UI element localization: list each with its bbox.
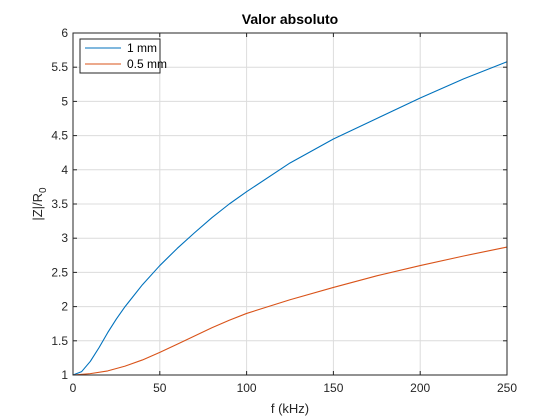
x-axis-title: f (kHz)	[271, 401, 309, 416]
y-tick-label-8: 5	[61, 94, 68, 108]
x-tick-label-0: 0	[70, 381, 77, 395]
y-tick-label-2: 2	[61, 300, 68, 314]
y-tick-label-4: 3	[61, 231, 68, 245]
tick-labels: 0 50 100 150 200 250 1 1.5 2 2.5 3 3.5 4 4.5 5 5.5 6	[51, 26, 517, 395]
x-tick-label-5: 250	[497, 381, 517, 395]
y-tick-label-0: 1	[61, 368, 68, 382]
legend[interactable]: 1 mm 0.5 mm	[79, 38, 167, 74]
x-tick-label-4: 200	[410, 381, 430, 395]
series-layer	[72, 61, 508, 376]
y-tick-label-10: 6	[61, 26, 68, 40]
ticks	[72, 32, 508, 376]
legend-box	[79, 38, 161, 74]
legend-label-0-5mm: 0.5 mm	[127, 57, 167, 71]
y-tick-label-1: 1.5	[51, 334, 68, 348]
y-tick-label-3: 2.5	[51, 265, 68, 279]
y-axis-title-subscript: 0	[38, 187, 49, 193]
x-tick-label-3: 150	[323, 381, 343, 395]
y-axis-title: |Z|/R0	[30, 187, 49, 221]
chart-title: Valor absoluto	[242, 11, 338, 27]
y-tick-label-5: 3.5	[51, 197, 68, 211]
y-tick-label-9: 5.5	[51, 60, 68, 74]
y-tick-label-6: 4	[61, 163, 68, 177]
y-tick-label-7: 4.5	[51, 129, 68, 143]
series-line-0	[72, 61, 508, 376]
legend-label-1mm: 1 mm	[127, 41, 157, 55]
y-axis-title-main: |Z|/R	[30, 193, 45, 221]
x-tick-label-2: 100	[237, 381, 257, 395]
series-line-1	[72, 246, 508, 376]
x-tick-label-1: 50	[153, 381, 167, 395]
